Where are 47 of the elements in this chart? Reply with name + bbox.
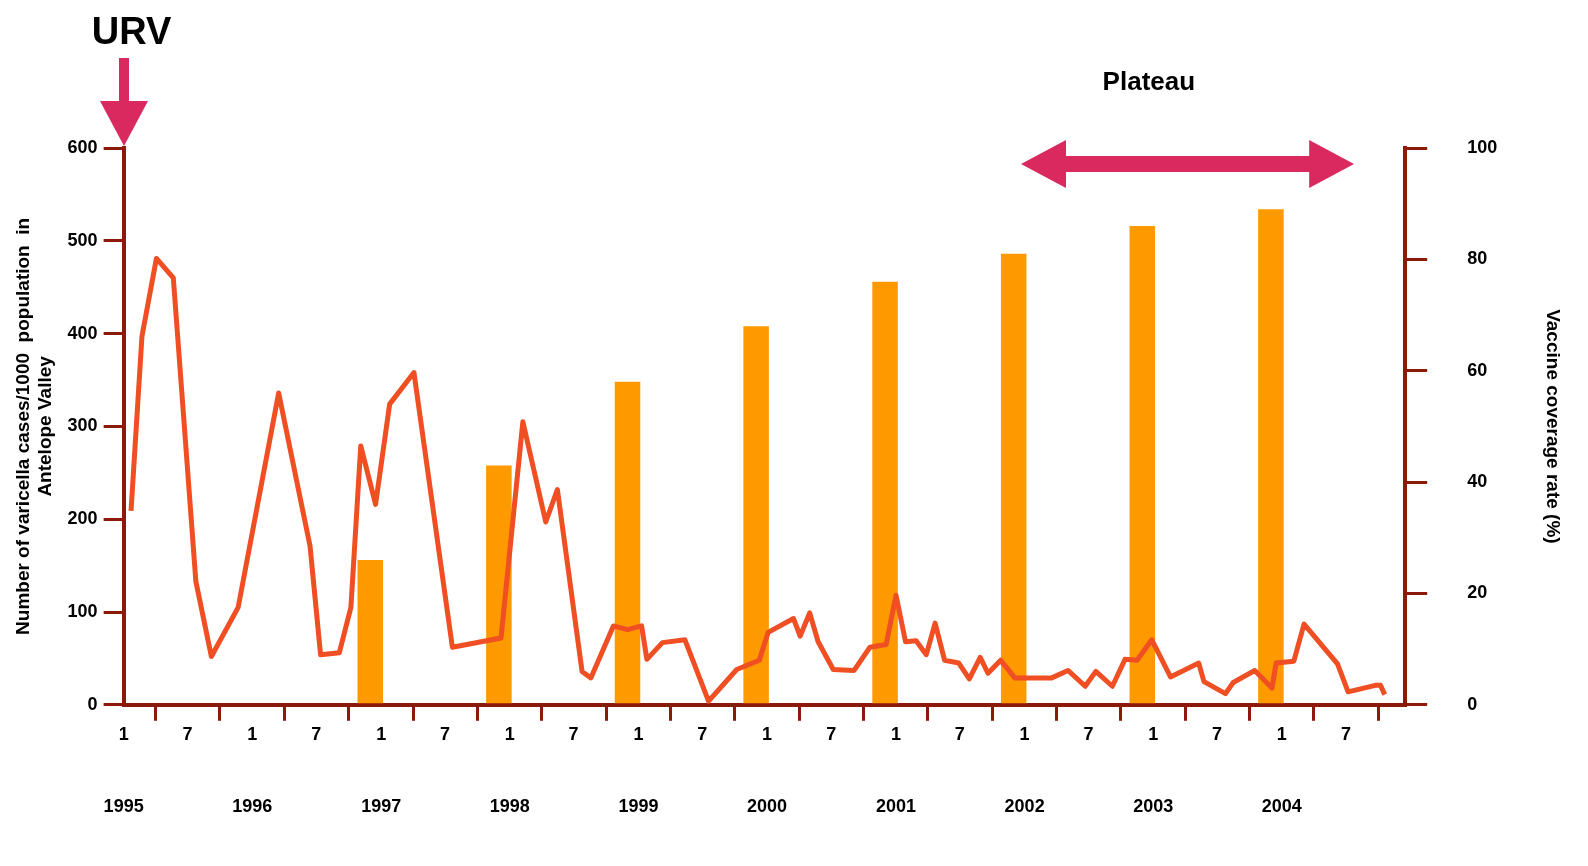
y-axis-title: Number of varicella cases/1000 population in Antelope Valley [11,217,56,635]
x-tick-label: 1 [118,723,129,744]
x2-tick-label: 2000 [747,796,788,817]
y-tick-label: 600 [67,136,98,157]
y2-tick-label: 0 [1467,693,1478,714]
y-tick-label: 400 [67,322,98,343]
x2-tick-label: 2002 [1004,796,1045,817]
y2-tick-label: 80 [1467,248,1488,269]
x-tick-label: 7 [697,723,708,744]
y2-tick-label: 60 [1467,359,1488,380]
x-tick-label: 7 [439,723,450,744]
text: Plateau [1102,66,1196,97]
y-tick-label: 0 [87,693,98,714]
x-tick-label: 7 [182,723,193,744]
x2-tick-label: 1997 [361,796,402,817]
x-tick-label: 7 [1212,723,1223,744]
x-tick-label: 1 [633,723,644,744]
x2-tick-label: 1996 [232,796,273,817]
x-tick-label: 7 [311,723,322,744]
x-tick-label: 7 [826,723,837,744]
x-tick-label: 1 [1019,723,1030,744]
x2-tick-label: 1999 [618,796,659,817]
y-tick-label: 100 [67,600,98,621]
x-tick-label: 7 [954,723,965,744]
x-tick-label: 1 [1276,723,1287,744]
y2-tick-label: 40 [1467,471,1488,492]
x-tick-label: 1 [247,723,258,744]
y-tick-label: 500 [67,229,98,250]
x-tick-label: 1 [376,723,387,744]
y-tick-label: 200 [67,508,98,529]
y2-tick-label: 20 [1467,582,1488,603]
x-tick-label: 1 [1148,723,1159,744]
y-tick-label: 300 [67,415,98,436]
x-tick-label: 7 [1083,723,1094,744]
x-tick-label: 1 [891,723,902,744]
x-tick-label: 1 [762,723,773,744]
x2-tick-label: 2004 [1261,796,1302,817]
x-tick-label: 1 [504,723,515,744]
x2-tick-label: 1995 [103,796,144,817]
x-tick-label: 7 [1340,723,1351,744]
x2-tick-label: 1998 [489,796,530,817]
x2-tick-label: 2001 [875,796,917,817]
y2-tick-label: 100 [1467,136,1498,157]
y2-axis-title: Vaccine coverage rate (%) [1543,309,1565,544]
text: URV [91,10,173,53]
x2-tick-label: 2003 [1133,796,1174,817]
x-tick-label: 7 [568,723,579,744]
